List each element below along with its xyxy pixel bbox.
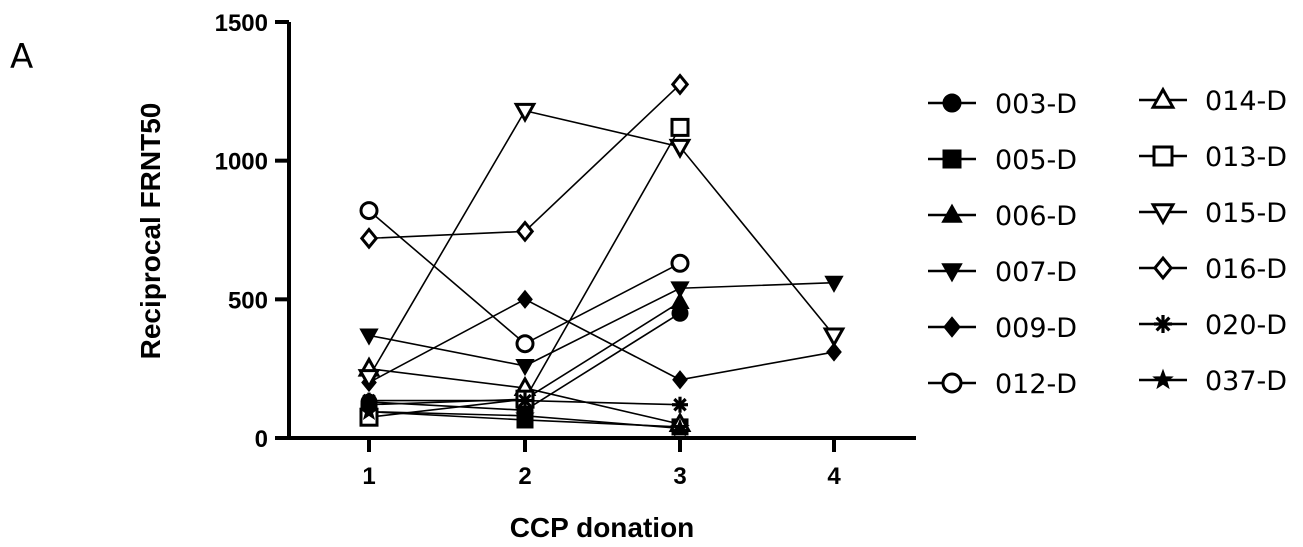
legend-label: 014-D xyxy=(1205,86,1287,117)
legend-item-012-d: 012-D xyxy=(928,369,1077,400)
data-point-012-d xyxy=(515,334,535,354)
legend: 003-D 005-D 006-D 007-D 009-D 012-D 014-D 013-D… xyxy=(928,86,1287,400)
legend-label: 006-D xyxy=(995,201,1077,232)
legend-marker-009-d xyxy=(943,316,961,338)
panel-label: A xyxy=(10,37,33,77)
legend-item-003-d: 003-D xyxy=(928,89,1077,120)
data-point-012-d xyxy=(359,201,379,221)
legend-marker-012-d xyxy=(941,372,963,394)
data-point-006-d xyxy=(670,291,690,310)
legend-item-005-d: 005-D xyxy=(928,145,1077,176)
series-line-007-d xyxy=(368,281,835,367)
legend-marker-015-d xyxy=(1150,203,1176,226)
data-point-009-d xyxy=(826,342,842,362)
data-point-020-d xyxy=(672,396,688,413)
legend-label: 013-D xyxy=(1205,142,1287,173)
x-ticks: 1 2 3 4 xyxy=(362,438,841,490)
y-ticks: 0 500 1000 1500 xyxy=(215,10,289,453)
legend-marker-020-d xyxy=(1154,315,1172,333)
data-point-009-d xyxy=(517,289,533,309)
data-point-016-d xyxy=(359,227,379,250)
data-point-007-d xyxy=(359,328,379,346)
x-tick-label: 4 xyxy=(827,463,841,490)
legend-item-014-d: 014-D xyxy=(1139,86,1287,117)
legend-item-009-d: 009-D xyxy=(928,313,1077,344)
data-point-020-d xyxy=(361,392,377,409)
legend-marker-037-d xyxy=(1152,368,1174,390)
legend-label: 020-D xyxy=(1205,310,1287,341)
legend-item-020-d: 020-D xyxy=(1139,310,1287,341)
legend-item-013-d: 013-D xyxy=(1139,142,1287,173)
series-line-009-d xyxy=(368,298,835,384)
legend-marker-013-d xyxy=(1152,145,1174,167)
legend-label: 037-D xyxy=(1205,366,1287,397)
data-point-015-d xyxy=(668,138,692,160)
data-point-012-d xyxy=(670,253,690,273)
series-lines xyxy=(368,83,835,430)
legend-marker-007-d xyxy=(941,263,963,283)
data-point-009-d xyxy=(672,370,688,390)
data-point-016-d xyxy=(670,73,690,96)
data-point-007-d xyxy=(515,358,535,377)
data-point-015-d xyxy=(357,369,381,390)
series-markers xyxy=(357,73,846,437)
legend-item-007-d: 007-D xyxy=(928,257,1077,288)
legend-marker-014-d xyxy=(1150,86,1176,109)
legend-label: 012-D xyxy=(995,369,1077,400)
y-axis-title: Reciprocal FRNT50 xyxy=(135,103,166,360)
y-tick-label: 500 xyxy=(228,287,268,314)
legend-label: 015-D xyxy=(1205,198,1287,229)
legend-item-016-d: 016-D xyxy=(1139,254,1287,285)
y-tick-label: 0 xyxy=(255,426,268,453)
y-tick-label: 1000 xyxy=(215,149,268,176)
x-axis-title: CCP donation xyxy=(510,512,695,543)
data-point-007-d xyxy=(824,275,844,293)
legend-label: 016-D xyxy=(1205,254,1287,285)
legend-marker-006-d xyxy=(941,203,963,223)
series-layer xyxy=(357,73,846,437)
x-tick-label: 2 xyxy=(518,463,531,490)
x-tick-label: 1 xyxy=(362,463,375,490)
legend-item-015-d: 015-D xyxy=(1139,198,1287,229)
data-point-015-d xyxy=(822,327,846,348)
series-line-015-d xyxy=(368,109,835,378)
data-point-015-d xyxy=(513,102,537,123)
data-point-037-d xyxy=(359,401,379,420)
data-point-037-d xyxy=(670,418,690,437)
legend-marker-005-d xyxy=(942,149,962,169)
legend-item-037-d: 037-D xyxy=(1139,366,1287,397)
data-point-016-d xyxy=(515,220,535,243)
data-point-037-d xyxy=(515,405,535,425)
x-tick-label: 3 xyxy=(673,463,686,490)
data-point-013-d xyxy=(670,117,690,137)
data-point-007-d xyxy=(670,281,690,299)
legend-label: 005-D xyxy=(995,145,1077,176)
legend-item-006-d: 006-D xyxy=(928,201,1077,232)
legend-marker-003-d xyxy=(942,93,962,113)
axes: 0 500 1000 1500 1 2 3 4 xyxy=(215,10,916,490)
legend-label: 003-D xyxy=(995,89,1077,120)
legend-label: 009-D xyxy=(995,313,1077,344)
legend-label: 007-D xyxy=(995,257,1077,288)
y-tick-label: 1500 xyxy=(215,10,268,37)
legend-marker-016-d xyxy=(1152,255,1174,281)
